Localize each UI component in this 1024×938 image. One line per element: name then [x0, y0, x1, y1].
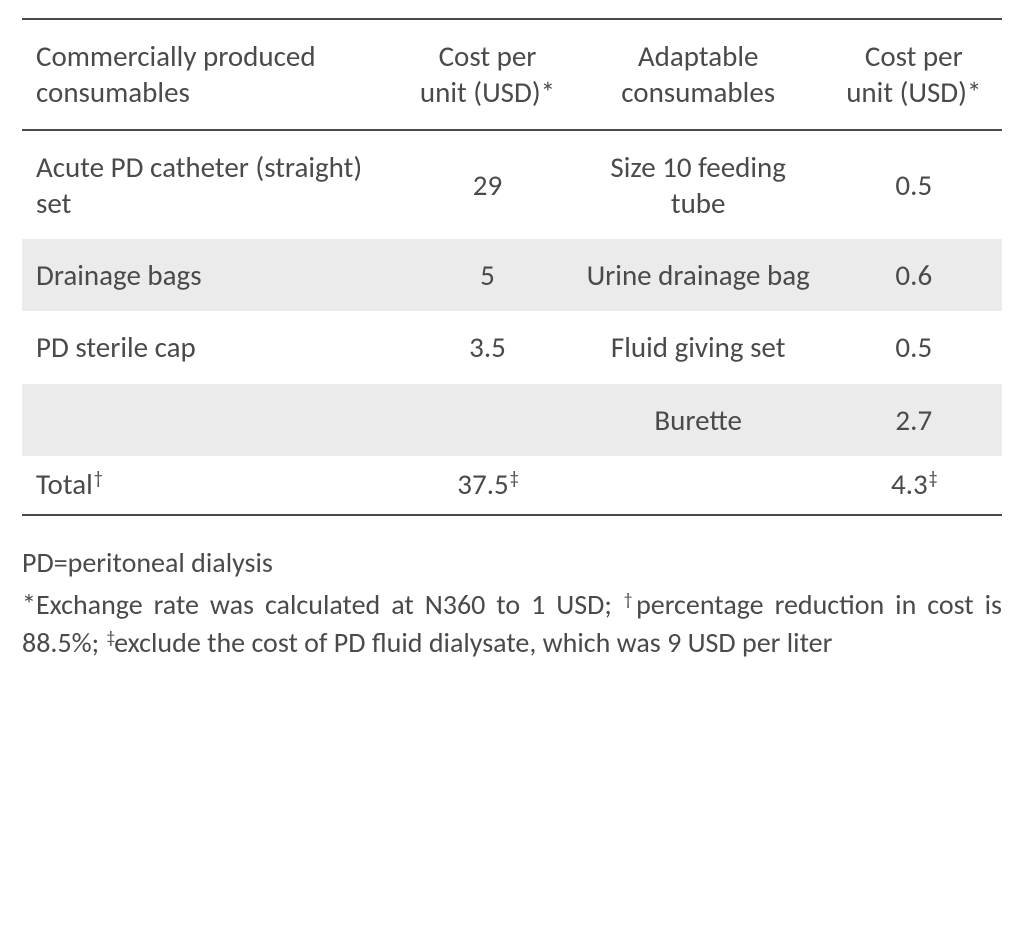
- cell-cost2: 0.6: [826, 239, 1002, 311]
- cell-adaptable: Fluid giving set: [571, 311, 826, 383]
- cell-adaptable: Urine drainage bag: [571, 239, 826, 311]
- footnote-abbrev: PD=peritoneal dialysis: [22, 544, 1002, 582]
- total-label-cell: Total†: [22, 456, 404, 515]
- cell-cost2: 0.5: [826, 130, 1002, 240]
- cell-adaptable: Burette: [571, 384, 826, 456]
- cell-cost1: 3.5: [404, 311, 571, 383]
- cell-cost2: 0.5: [826, 311, 1002, 383]
- cell-cost2: 2.7: [826, 384, 1002, 456]
- total-adaptable-cell: [571, 456, 826, 515]
- footnotes: PD=peritoneal dialysis *Exchange rate wa…: [22, 544, 1002, 661]
- table-header-row: Commercially produced consumables Cost p…: [22, 19, 1002, 130]
- dagger-icon: †: [94, 467, 103, 489]
- table-row: PD sterile cap 3.5 Fluid giving set 0.5: [22, 311, 1002, 383]
- footnote-star: *Exchange rate was calculated at N360 to…: [22, 587, 623, 622]
- cell-adaptable: Size 10 feeding tube: [571, 130, 826, 240]
- col-header-commercial: Commercially produced consumables: [22, 19, 404, 130]
- cell-commercial: [22, 384, 404, 456]
- consumables-cost-table: Commercially produced consumables Cost p…: [22, 18, 1002, 516]
- footnote-details: *Exchange rate was calculated at N360 to…: [22, 586, 1002, 662]
- total-cost1-cell: 37.5‡: [404, 456, 571, 515]
- col-header-adaptable: Adaptable consumables: [571, 19, 826, 130]
- cell-commercial: PD sterile cap: [22, 311, 404, 383]
- footnote-ddagger-text: exclude the cost of PD fluid dialysate, …: [114, 625, 832, 660]
- table-row: Drainage bags 5 Urine drainage bag 0.6: [22, 239, 1002, 311]
- double-dagger-icon: ‡: [106, 626, 115, 648]
- dagger-icon: †: [624, 588, 637, 610]
- total-cost2-cell: 4.3‡: [826, 456, 1002, 515]
- double-dagger-icon: ‡: [929, 467, 938, 489]
- cell-cost1: 29: [404, 130, 571, 240]
- col-header-cost2: Cost per unit (USD)*: [826, 19, 1002, 130]
- table-row: Acute PD catheter (straight) set 29 Size…: [22, 130, 1002, 240]
- col-header-cost1: Cost per unit (USD)*: [404, 19, 571, 130]
- total-cost1: 37.5: [457, 466, 508, 502]
- cell-commercial: Drainage bags: [22, 239, 404, 311]
- double-dagger-icon: ‡: [510, 467, 519, 489]
- table-total-row: Total† 37.5‡ 4.3‡: [22, 456, 1002, 515]
- total-cost2: 4.3: [891, 466, 928, 502]
- cell-commercial: Acute PD catheter (straight) set: [22, 130, 404, 240]
- table-row: Burette 2.7: [22, 384, 1002, 456]
- cell-cost1: 5: [404, 239, 571, 311]
- total-label: Total: [36, 466, 93, 502]
- cell-cost1: [404, 384, 571, 456]
